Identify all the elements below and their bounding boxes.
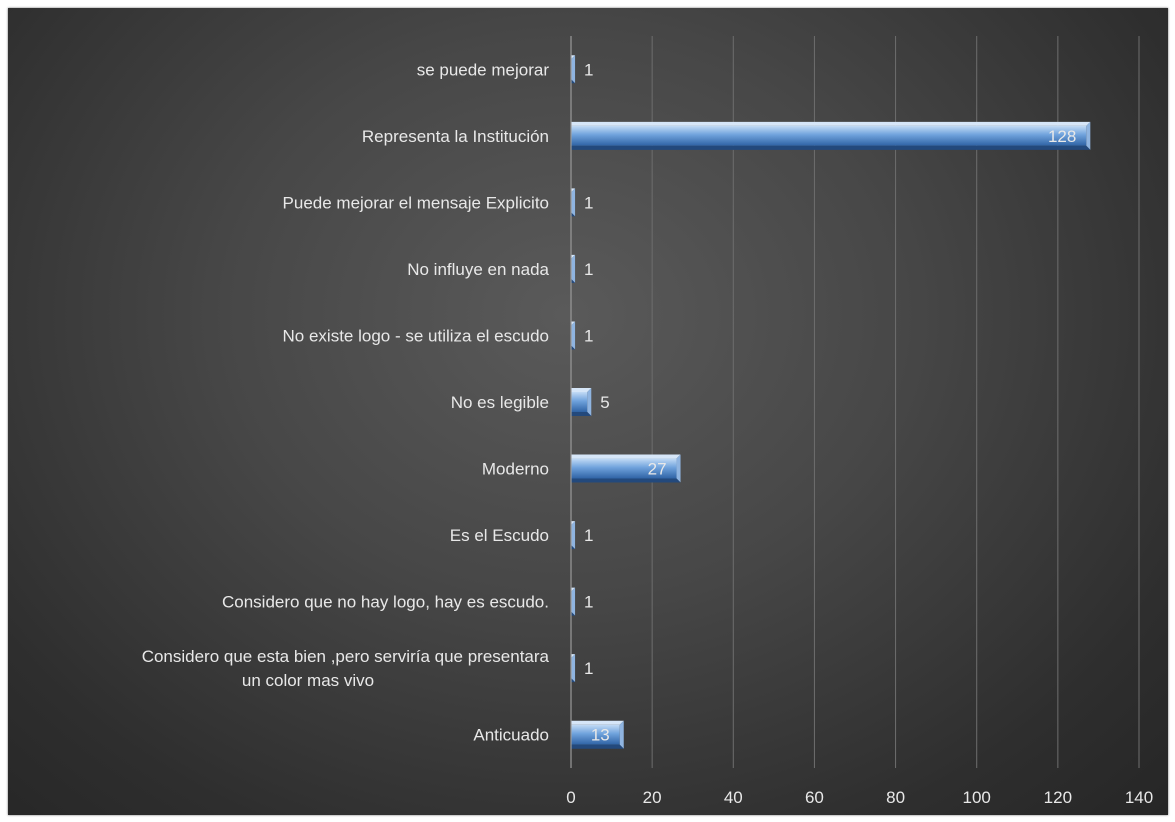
category-label: Anticuado: [473, 726, 549, 745]
bar-face: [571, 125, 1087, 146]
bar: [571, 254, 576, 283]
category-label: No es legible: [451, 393, 549, 412]
bar-face: [571, 392, 588, 412]
bar: [571, 55, 576, 84]
category-label: No existe logo - se utiliza el escudo: [283, 326, 549, 345]
bar-bevel-top: [571, 587, 576, 592]
bar-bevel-bottom: [571, 345, 576, 350]
bar-bevel-top: [571, 454, 681, 459]
x-tick-label: 80: [886, 788, 905, 807]
category-label: Es el Escudo: [450, 526, 549, 545]
x-tick-label: 40: [724, 788, 743, 807]
bar: [571, 720, 624, 749]
bar: [571, 654, 576, 683]
gridlines: [651, 36, 1140, 768]
bar-bevel-top: [571, 188, 576, 193]
category-label: Moderno: [482, 460, 549, 479]
x-tick-label: 0: [566, 788, 575, 807]
bar-bevel-end: [571, 521, 576, 550]
data-label: 1: [584, 193, 593, 212]
bar-bevel-top: [571, 521, 576, 526]
bar: [571, 188, 576, 217]
x-tick-label: 140: [1125, 788, 1153, 807]
x-tick-label: 120: [1044, 788, 1072, 807]
bar-bevel-end: [571, 188, 576, 217]
category-label: se puede mejorar: [417, 60, 550, 79]
bar-bevel-top: [571, 55, 576, 60]
x-tick-label: 100: [963, 788, 991, 807]
bar-bevel-end: [571, 321, 576, 350]
bar-face: [571, 724, 620, 745]
data-label: 128: [1048, 127, 1076, 146]
bar-bevel-top: [571, 388, 592, 392]
bar: [571, 521, 576, 550]
bar-bevel-bottom: [571, 79, 576, 84]
bar-bevel-bottom: [571, 678, 576, 683]
bar-bevel-bottom: [571, 212, 576, 217]
data-label: 1: [584, 260, 593, 279]
category-label: Considero que no hay logo, hay es escudo…: [222, 593, 549, 612]
bar-chart: 0 20 40 60 80 100 120 140 1 se puede mejorar 128 Re…: [142, 36, 1154, 807]
bar: [571, 454, 681, 483]
bar-bevel-top: [571, 321, 576, 326]
bar-bevel-bottom: [571, 611, 576, 616]
bar-bevel-bottom: [571, 278, 576, 283]
bar-bevel-bottom: [571, 145, 1091, 150]
bar-bevel-end: [571, 587, 576, 616]
data-label: 1: [584, 60, 593, 79]
bar: [571, 587, 576, 616]
bar: [571, 388, 592, 416]
x-tick-label: 20: [643, 788, 662, 807]
chart-area: 0 20 40 60 80 100 120 140 1 se puede mejorar 128 Re…: [8, 8, 1168, 815]
labels: 0 20 40 60 80 100 120 140 1 se puede mejorar 128 Re…: [142, 60, 1154, 807]
data-label: 1: [584, 659, 593, 678]
bar-bevel-end: [676, 454, 681, 483]
bar-bevel-top: [571, 121, 1091, 126]
bar-bevel-top: [571, 254, 576, 259]
bar: [571, 121, 1091, 150]
bar-bevel-bottom: [571, 545, 576, 550]
bar-bevel-end: [619, 720, 624, 749]
bar: [571, 321, 576, 350]
bar-bevel-end: [571, 654, 576, 683]
bars: [571, 55, 1091, 749]
bar-bevel-top: [571, 654, 576, 659]
category-label: Puede mejorar el mensaje Explicito: [283, 193, 549, 212]
category-label: No influye en nada: [407, 260, 549, 279]
bar-bevel-end: [587, 388, 592, 416]
bar-bevel-end: [571, 55, 576, 84]
data-label: 27: [648, 460, 667, 479]
data-label: 1: [584, 326, 593, 345]
data-label: 5: [600, 393, 609, 412]
bar-bevel-top: [571, 720, 624, 725]
bar-bevel-bottom: [571, 744, 624, 749]
data-label: 13: [591, 726, 610, 745]
bar-bevel-end: [1086, 121, 1091, 150]
category-label: Representa la Institución: [362, 127, 549, 146]
category-label: Considero que esta bien ,pero serviría q…: [142, 647, 550, 666]
x-tick-label: 60: [805, 788, 824, 807]
bar-bevel-bottom: [571, 412, 592, 416]
bar-face: [571, 458, 677, 479]
data-label: 1: [584, 593, 593, 612]
category-label: un color mas vivo: [242, 671, 374, 690]
bar-bevel-bottom: [571, 478, 681, 483]
bar-bevel-end: [571, 254, 576, 283]
data-label: 1: [584, 526, 593, 545]
